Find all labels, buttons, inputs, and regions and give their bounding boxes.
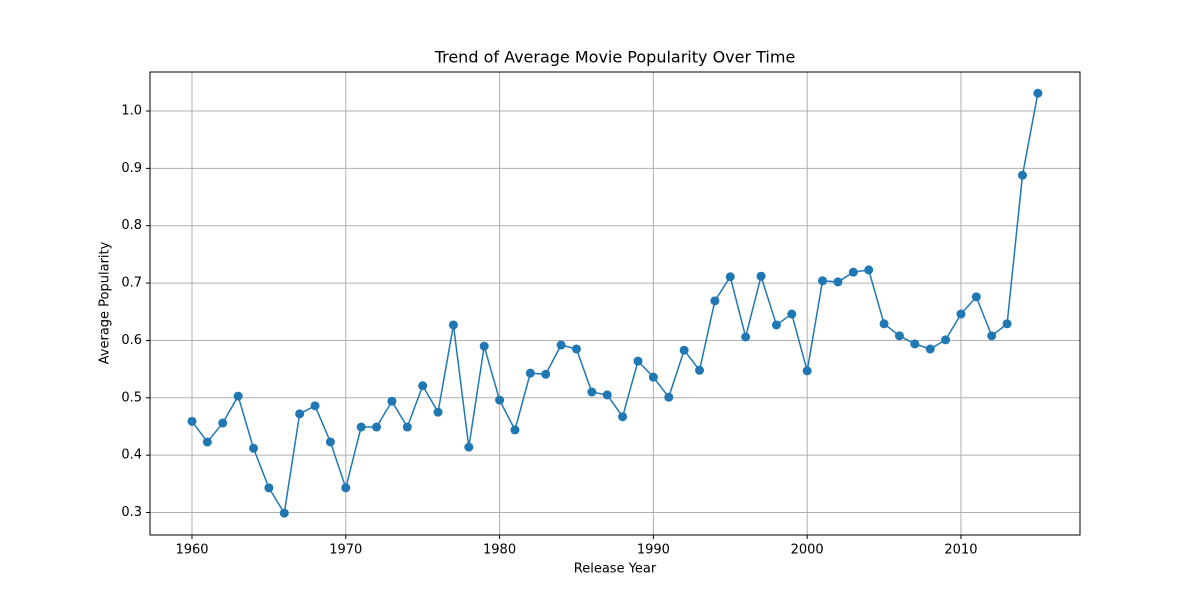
point: [664, 392, 674, 402]
y-tick-label: 0.7: [121, 276, 142, 291]
x-tick-label: 1970: [329, 543, 362, 558]
point: [925, 344, 935, 354]
x-tick-label: 1980: [483, 543, 516, 558]
point: [295, 409, 305, 419]
point: [1033, 88, 1043, 98]
point: [556, 340, 566, 350]
point: [187, 416, 197, 426]
point: [249, 443, 259, 453]
point: [602, 390, 612, 400]
point: [541, 369, 551, 379]
point: [402, 422, 412, 432]
point: [771, 320, 781, 330]
point: [679, 345, 689, 355]
point: [479, 341, 489, 351]
point: [756, 271, 766, 281]
point: [264, 483, 274, 493]
point: [464, 442, 474, 452]
x-tick-label: 2010: [944, 543, 977, 558]
point: [495, 395, 505, 405]
point: [956, 309, 966, 319]
x-tick-label: 2000: [791, 543, 824, 558]
point: [233, 391, 243, 401]
point: [341, 483, 351, 493]
point: [279, 508, 289, 518]
point: [848, 267, 858, 277]
point: [433, 407, 443, 417]
point: [310, 401, 320, 411]
plot-frame: [149, 71, 1081, 536]
x-tick-label: 1960: [175, 543, 208, 558]
point: [802, 366, 812, 376]
y-tick-label: 0.3: [121, 505, 142, 520]
line: [191, 93, 1039, 516]
y-tick-label: 0.5: [121, 390, 142, 405]
point: [787, 309, 797, 319]
point: [818, 276, 828, 286]
y-tick-label: 0.8: [121, 218, 142, 233]
point: [987, 331, 997, 341]
point: [218, 418, 228, 428]
point: [372, 422, 382, 432]
point: [879, 319, 889, 329]
point: [571, 344, 581, 354]
point: [387, 396, 397, 406]
point: [618, 412, 628, 422]
y-tick-label: 0.9: [121, 161, 142, 176]
x-axis-label: Release Year: [574, 562, 657, 577]
point: [941, 335, 951, 345]
point: [356, 422, 366, 432]
point: [741, 332, 751, 342]
y-tick-label: 0.6: [121, 333, 142, 348]
point: [325, 437, 335, 447]
point: [587, 387, 597, 397]
x-tick-label: 1990: [637, 543, 670, 558]
point: [648, 372, 658, 382]
point: [725, 272, 735, 282]
point: [710, 296, 720, 306]
point: [448, 320, 458, 330]
point: [1017, 170, 1027, 180]
y-axis-label: Average Popularity: [98, 241, 113, 364]
point: [202, 437, 212, 447]
point: [1002, 319, 1012, 329]
point: [418, 381, 428, 391]
y-tick-label: 0.4: [121, 448, 142, 463]
point: [910, 339, 920, 349]
point: [971, 292, 981, 302]
chart-title: Trend of Average Movie Popularity Over T…: [434, 48, 796, 67]
point: [510, 425, 520, 435]
y-tick-label: 1.0: [121, 104, 142, 119]
point: [894, 331, 904, 341]
point: [864, 265, 874, 275]
point: [525, 368, 535, 378]
point: [695, 365, 705, 375]
point: [633, 356, 643, 366]
point: [833, 277, 843, 287]
